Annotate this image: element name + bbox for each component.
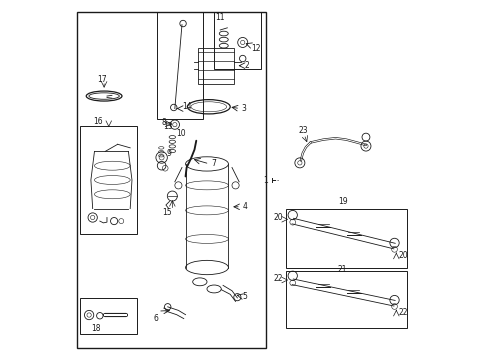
Text: 10: 10 — [176, 129, 186, 138]
Text: 8: 8 — [161, 118, 166, 127]
Bar — [198, 48, 233, 84]
Text: 13: 13 — [163, 122, 173, 131]
Text: 20: 20 — [397, 251, 407, 260]
Text: 20: 20 — [272, 213, 282, 222]
Text: 22: 22 — [397, 308, 407, 317]
Text: 23: 23 — [298, 126, 307, 135]
Text: 15: 15 — [162, 208, 172, 217]
Text: 7: 7 — [210, 159, 215, 168]
Bar — [285, 208, 406, 267]
Bar — [80, 298, 137, 334]
Text: 1: 1 — [263, 176, 267, 185]
Bar — [157, 12, 203, 119]
Text: 12: 12 — [250, 44, 260, 53]
Text: 6: 6 — [153, 314, 158, 323]
Text: 3: 3 — [241, 104, 246, 113]
Text: 4: 4 — [242, 202, 247, 211]
Bar — [214, 12, 260, 69]
Text: 9: 9 — [166, 149, 171, 158]
Text: 16: 16 — [93, 117, 102, 126]
Text: 11: 11 — [215, 13, 224, 22]
Bar — [80, 126, 137, 234]
Text: 21: 21 — [337, 265, 347, 274]
Text: 2: 2 — [244, 61, 249, 70]
Text: 19: 19 — [337, 197, 347, 206]
Text: 14: 14 — [182, 102, 191, 111]
Text: 22: 22 — [272, 274, 282, 283]
Bar — [77, 12, 265, 348]
Text: 18: 18 — [91, 324, 101, 333]
Text: 17: 17 — [97, 76, 106, 85]
Text: 5: 5 — [242, 292, 247, 301]
Bar — [285, 271, 406, 328]
